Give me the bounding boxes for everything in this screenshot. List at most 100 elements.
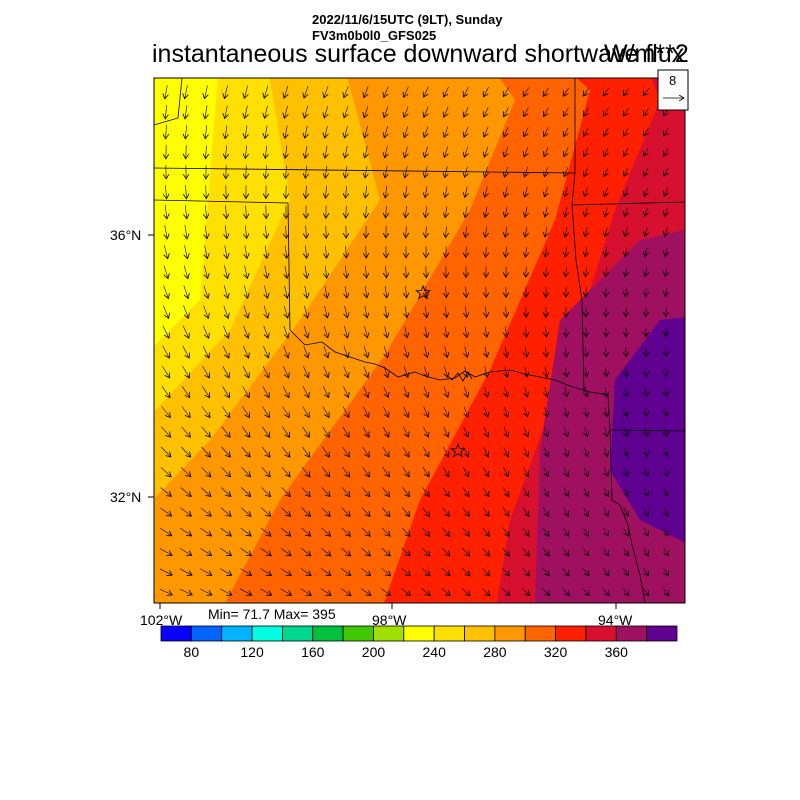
- wind-arrow: [464, 126, 468, 137]
- wind-arrow: [444, 126, 448, 138]
- wind-arrow: [666, 367, 667, 376]
- wind-arrow: [365, 265, 366, 278]
- wind-arrow: [484, 426, 488, 437]
- wind-arrow: [445, 186, 447, 198]
- wind-arrow: [264, 85, 268, 98]
- wind-arrow: [483, 446, 489, 457]
- wind-arrow: [605, 367, 606, 377]
- wind-arrow: [185, 225, 187, 239]
- colorbar-box: [282, 625, 314, 642]
- colorbar-box: [433, 625, 465, 642]
- wind-arrow: [645, 227, 648, 237]
- wind-arrow: [461, 567, 470, 576]
- wind-arrow: [281, 487, 291, 496]
- wind-arrow: [345, 306, 348, 318]
- wind-arrow: [162, 365, 169, 378]
- wind-arrow: [226, 205, 227, 218]
- wind-arrow: [264, 305, 268, 318]
- wind-arrow: [240, 507, 251, 517]
- wind-arrow: [582, 567, 589, 576]
- wind-arrow: [322, 406, 329, 418]
- wind-arrow: [445, 326, 447, 338]
- wind-arrow: [402, 507, 409, 517]
- wind-arrow: [465, 186, 467, 198]
- wind-arrow: [345, 185, 346, 198]
- wind-arrow: [185, 125, 186, 139]
- wind-arrow: [462, 527, 470, 537]
- wind-arrow: [240, 527, 251, 536]
- city-markers: [415, 284, 466, 458]
- wind-arrow: [221, 406, 230, 418]
- wind-arrow: [542, 527, 549, 536]
- wind-arrow: [645, 267, 647, 276]
- wind-arrow: [406, 226, 407, 238]
- wind-arrow: [624, 527, 629, 536]
- wind-arrow: [221, 426, 230, 438]
- wind-arrow: [564, 167, 568, 176]
- wind-arrow: [302, 446, 309, 457]
- wind-arrow: [565, 246, 567, 257]
- wind-arrow: [525, 246, 526, 257]
- wind-arrow: [664, 487, 667, 497]
- wind-arrow: [666, 307, 667, 316]
- wind-arrow: [243, 325, 249, 338]
- wind-arrow: [223, 325, 228, 338]
- wind-arrow: [484, 386, 487, 397]
- wind-arrow: [622, 568, 629, 576]
- wind-arrow: [244, 85, 247, 99]
- wind-arrow: [585, 247, 587, 257]
- wind-arrow: [200, 527, 212, 536]
- wind-arrow: [365, 185, 366, 198]
- colorbar-box: [646, 625, 678, 642]
- border-ok-ar: [571, 172, 585, 393]
- wind-arrow: [403, 406, 409, 418]
- wind-arrow: [305, 145, 307, 158]
- wind-arrow: [644, 147, 648, 156]
- colorbar-box: [342, 625, 374, 642]
- wind-arrow: [405, 286, 406, 298]
- border-texas-panhandle-east: [287, 202, 291, 331]
- wind-arrow: [422, 467, 429, 477]
- wind-arrow: [605, 267, 606, 277]
- wind-arrow: [205, 205, 206, 218]
- wind-arrow: [260, 527, 271, 536]
- wind-arrow: [665, 407, 667, 417]
- wind-arrow: [623, 107, 629, 116]
- wind-arrow: [165, 105, 167, 119]
- wind-arrow: [463, 426, 469, 437]
- wind-arrow: [481, 588, 490, 595]
- wind-arrow: [424, 126, 428, 138]
- colorbar-box: [373, 625, 405, 642]
- wind-arrow: [485, 366, 488, 378]
- wind-arrow: [585, 367, 586, 377]
- vector-reference-box: [657, 69, 689, 111]
- wind-arrow: [642, 588, 649, 595]
- wind-arrow: [220, 568, 231, 576]
- wind-arrow: [602, 588, 609, 595]
- wind-arrow: [382, 446, 389, 457]
- wind-arrow: [562, 588, 570, 595]
- wind-arrow: [482, 527, 490, 537]
- wind-arrow: [643, 107, 649, 116]
- wind-arrow: [444, 406, 448, 417]
- wind-arrow: [185, 105, 187, 119]
- wind-arrow: [365, 286, 367, 298]
- colorbar-label: 160: [301, 644, 325, 660]
- vector-reference-value: 8: [669, 73, 677, 88]
- wind-arrow: [304, 85, 308, 98]
- wind-arrow: [260, 547, 271, 556]
- wind-arrow: [182, 365, 190, 378]
- wind-arrow: [442, 527, 449, 537]
- wind-arrow: [623, 547, 628, 556]
- wind-arrow: [222, 345, 229, 358]
- wind-arrow: [644, 487, 648, 497]
- map-title: instantaneous surface downward shortwave…: [152, 40, 685, 68]
- wind-arrow: [160, 507, 171, 516]
- wind-arrow: [345, 265, 346, 278]
- wind-arrow: [262, 386, 269, 397]
- wind-arrow: [602, 567, 609, 576]
- wind-arrow: [221, 466, 230, 477]
- wind-arrow: [342, 426, 349, 437]
- wind-arrow: [199, 588, 212, 595]
- wind-arrow: [544, 167, 547, 177]
